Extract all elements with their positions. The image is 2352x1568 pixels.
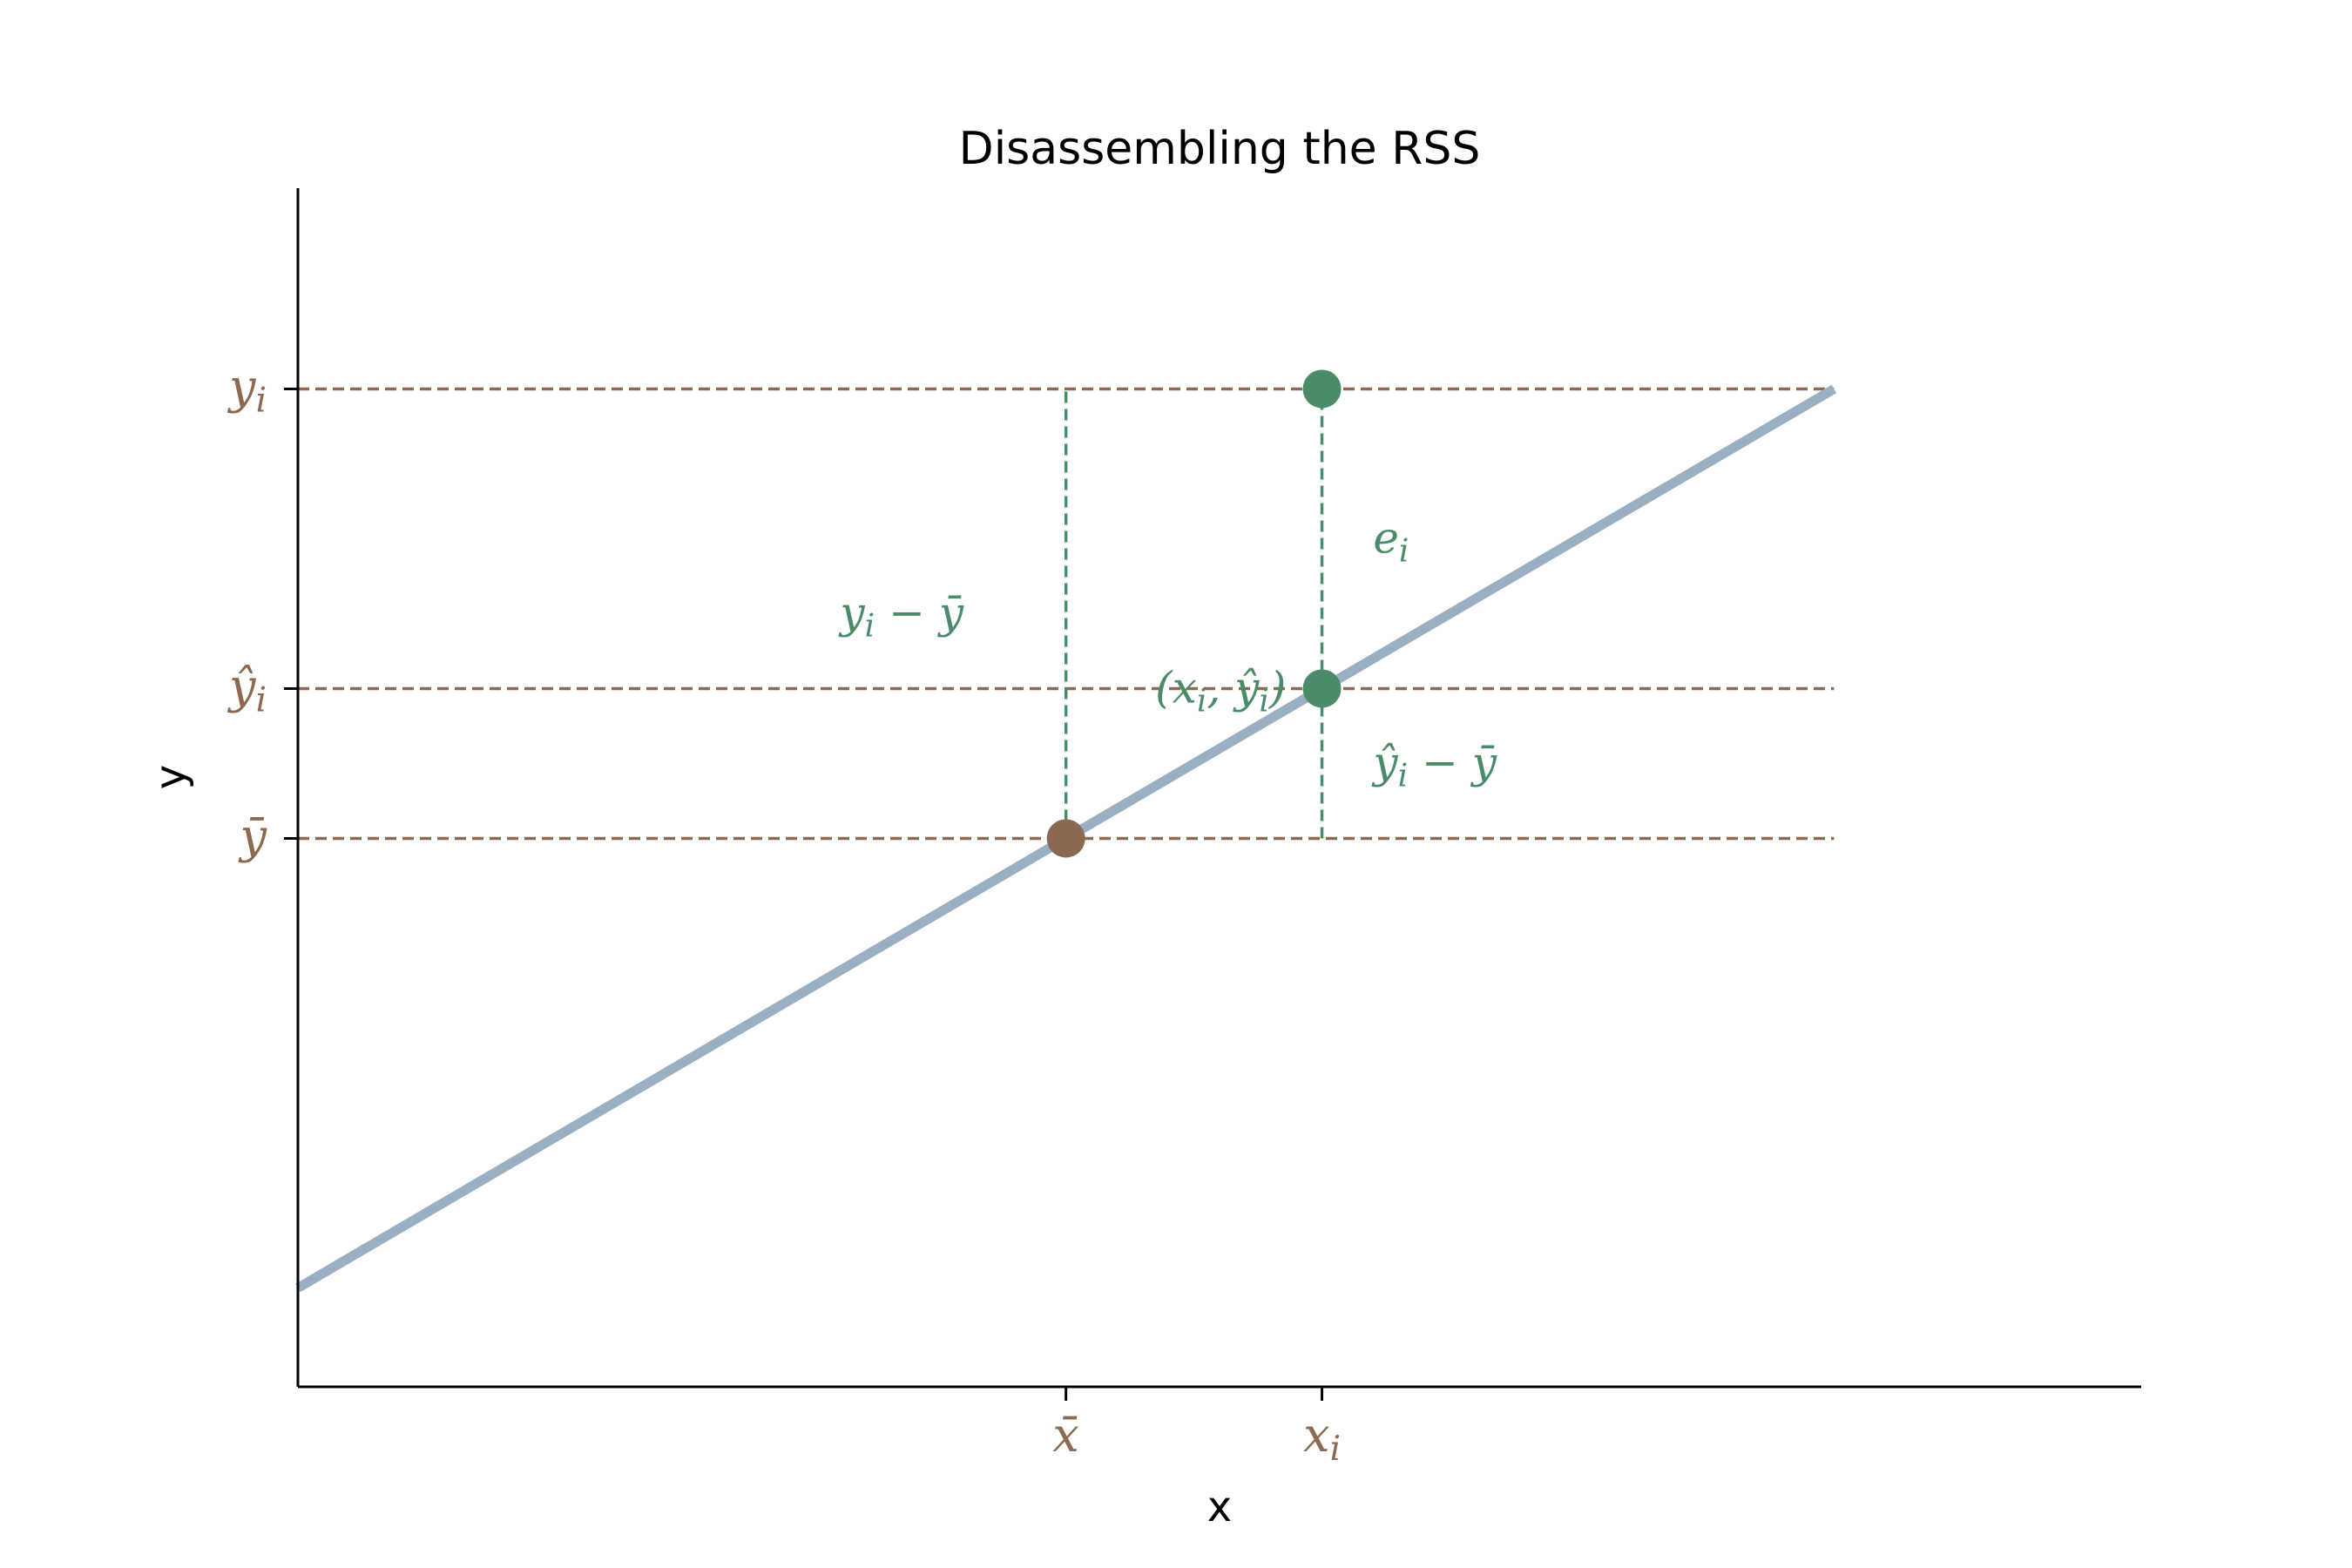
fitted-point <box>1302 669 1342 708</box>
observed-point <box>1302 369 1342 409</box>
y-tick-label: ȳ <box>238 808 267 863</box>
x-tick-label: x̄ <box>1052 1408 1078 1463</box>
y-tick-label: yi <box>227 359 267 420</box>
y-axis-label: y <box>146 765 195 789</box>
plot-area: x̄ xi ȳ ŷi yi yi − ȳ ei ŷi − ȳ (xi, ŷi) <box>227 188 2141 1469</box>
mean-point <box>1046 819 1085 858</box>
chart-title: Disassembling the RSS <box>959 123 1481 175</box>
y-tick-label: ŷi <box>227 659 267 720</box>
total-deviation-label: yi − ȳ <box>838 587 963 644</box>
explained-label: ŷi − ȳ <box>1371 737 1497 794</box>
x-tick-label: xi <box>1303 1408 1341 1469</box>
residual-label: ei <box>1373 512 1409 569</box>
fitted-point-label: (xi, ŷi) <box>1155 662 1286 719</box>
x-axis-label: x <box>1207 1483 1232 1531</box>
